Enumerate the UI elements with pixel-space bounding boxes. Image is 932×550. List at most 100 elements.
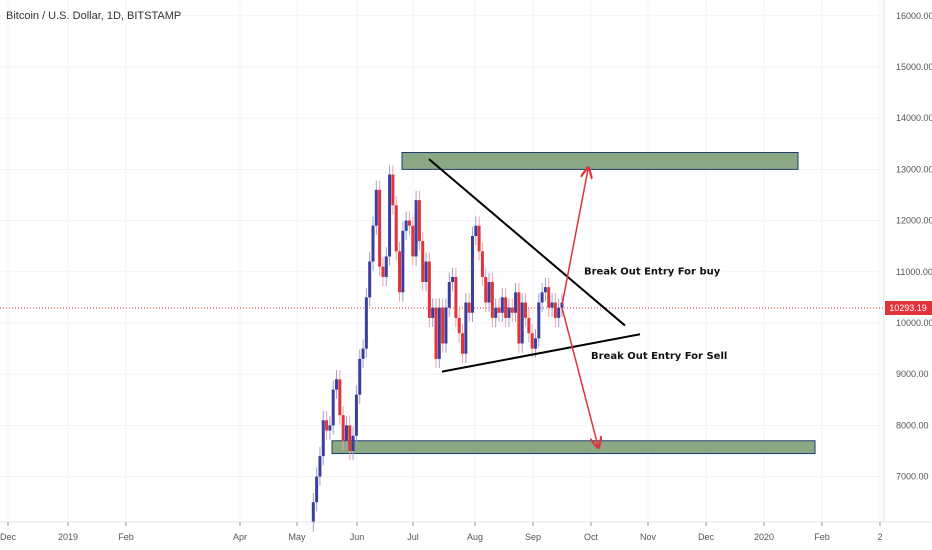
candle-body (407, 220, 411, 226)
candle-body (507, 307, 511, 318)
candle-body (431, 307, 435, 318)
candle-body (451, 276, 455, 283)
candle-body (381, 266, 385, 277)
candle-body (388, 174, 392, 257)
x-tick-label: Dec (698, 532, 715, 542)
candle-body (457, 317, 461, 334)
y-tick-label: 8000.00 (896, 420, 929, 430)
candle-body (494, 307, 498, 318)
y-tick-label: 9000.00 (896, 369, 929, 379)
y-tick-label: 12000.00 (896, 216, 932, 226)
candle-body (321, 420, 325, 457)
x-tick-label: May (288, 532, 306, 542)
candle-body (318, 456, 322, 477)
candle-body (341, 415, 345, 441)
x-tick-label: Nov (640, 532, 657, 542)
candle-body (315, 476, 319, 503)
candle-body (378, 189, 382, 267)
candle-body (550, 302, 554, 308)
current-price-tag: 10293.19 (885, 300, 932, 315)
candle-body (414, 200, 418, 257)
candle-body (477, 225, 481, 252)
candle-body (530, 333, 534, 349)
price-axis[interactable]: 7000.00 8000.00 9000.00 10000.00 11000.00 120… (896, 11, 932, 482)
candle-body (480, 251, 484, 277)
y-tick-label: 10000.00 (896, 318, 932, 328)
candle-body (427, 261, 431, 318)
annotation-buy: Break Out Entry For buy (584, 266, 721, 277)
grid-lines (0, 0, 884, 522)
candle-body (364, 297, 368, 349)
candle-body (543, 287, 547, 293)
y-tick-label: 13000.00 (896, 164, 932, 174)
candle-body (461, 333, 465, 354)
lower-trendline (441, 333, 641, 373)
y-tick-label: 15000.00 (896, 62, 932, 72)
candle-body (404, 220, 408, 231)
x-tick-label: Jul (407, 532, 419, 542)
candle-body (487, 282, 491, 303)
candle-body (504, 297, 508, 318)
candle-body (500, 297, 504, 313)
candle-body (344, 425, 348, 441)
annotation-sell: Break Out Entry For Sell (591, 351, 727, 362)
candle-body (368, 261, 372, 298)
breakout-arrows (561, 169, 598, 446)
candle-body (331, 389, 335, 426)
candle-body (520, 302, 524, 344)
candle-body (411, 225, 415, 257)
y-tick-label: 11000.00 (896, 267, 932, 277)
candle-body (490, 282, 494, 318)
candle-body (434, 307, 438, 359)
candle-body (454, 276, 458, 318)
x-tick-label: 2020 (754, 532, 774, 542)
candle-body (464, 302, 468, 354)
y-tick-label: 14000.00 (896, 113, 932, 123)
candle-body (374, 189, 378, 226)
candle-body (351, 435, 355, 451)
candle-body (514, 292, 518, 313)
candle-body (444, 307, 448, 344)
zones (331, 152, 816, 455)
candle-body (484, 276, 488, 303)
candles (311, 165, 564, 532)
candle-body (384, 256, 388, 277)
x-tick-label: Apr (233, 532, 247, 542)
triangle-trendlines (428, 158, 641, 373)
candle-body (553, 302, 557, 318)
candle-body (447, 282, 451, 308)
candle-body (424, 261, 428, 283)
x-tick-label: Dec (0, 532, 16, 542)
zone-resistance (401, 152, 799, 170)
zone-support (331, 440, 816, 455)
time-axis[interactable]: Dec 2019 Feb Apr May Jun Jul Aug Sep Oct Nov Dec 202… (0, 522, 883, 542)
candle-body (437, 307, 441, 359)
candle-body (417, 200, 421, 242)
upper-trendline (428, 158, 626, 327)
y-tick-label: 16000.00 (896, 11, 932, 21)
candle-body (401, 230, 405, 293)
candle-body (394, 205, 398, 252)
candle-body (540, 292, 544, 303)
candle-body (371, 225, 375, 262)
candle-body (470, 235, 474, 313)
candle-body (510, 307, 514, 313)
candle-body (335, 379, 339, 390)
x-tick-label: Feb (118, 532, 134, 542)
candle-body (527, 317, 531, 334)
candle-body (474, 225, 478, 236)
x-tick-label: Jun (350, 532, 365, 542)
candle-body (497, 307, 501, 313)
x-tick-label: 2 (877, 532, 882, 542)
chart-title: Bitcoin / U.S. Dollar, 1D, BITSTAMP (6, 10, 182, 22)
candle-body (328, 425, 332, 431)
candle-body (338, 379, 342, 416)
candle-body (517, 292, 521, 344)
candle-body (325, 420, 329, 431)
candle-body (398, 251, 402, 293)
candle-body (533, 338, 537, 349)
x-tick-label: Aug (467, 532, 483, 542)
sell-arrow (561, 307, 598, 446)
x-tick-label: 2019 (58, 532, 78, 542)
